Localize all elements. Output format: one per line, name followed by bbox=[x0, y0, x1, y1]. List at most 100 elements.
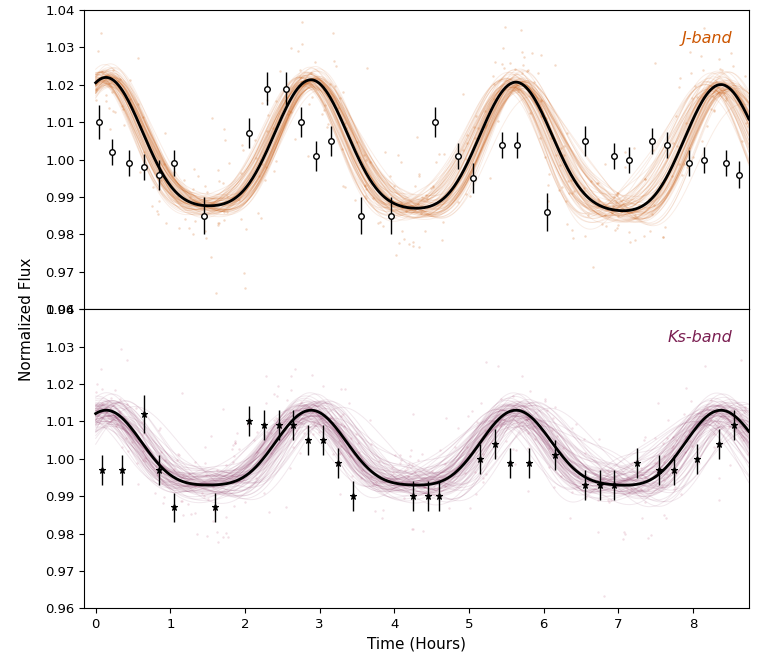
Point bbox=[542, 196, 554, 206]
Point bbox=[634, 200, 646, 210]
Point bbox=[593, 434, 605, 445]
Point bbox=[646, 209, 658, 219]
Point bbox=[638, 174, 650, 185]
Point bbox=[642, 532, 654, 543]
Point bbox=[461, 130, 473, 140]
Point bbox=[137, 446, 149, 457]
Point bbox=[516, 60, 528, 70]
Point bbox=[739, 404, 751, 415]
Point bbox=[488, 79, 500, 90]
Point bbox=[114, 344, 127, 354]
Point bbox=[452, 423, 465, 434]
Point bbox=[498, 63, 510, 73]
Point bbox=[339, 384, 351, 394]
Point bbox=[429, 157, 442, 168]
Point bbox=[540, 112, 552, 123]
Point bbox=[250, 152, 262, 163]
Point bbox=[333, 92, 346, 103]
Point bbox=[242, 420, 254, 430]
Point bbox=[673, 143, 685, 154]
Point bbox=[336, 86, 349, 97]
Point bbox=[274, 66, 286, 76]
Point bbox=[720, 95, 732, 106]
Point bbox=[290, 364, 302, 374]
Point bbox=[743, 121, 755, 132]
Point bbox=[221, 206, 233, 217]
Point bbox=[485, 424, 497, 434]
Point bbox=[403, 458, 415, 469]
Point bbox=[94, 364, 107, 375]
Point bbox=[605, 205, 617, 216]
Point bbox=[406, 445, 418, 456]
Point bbox=[723, 460, 736, 470]
Point bbox=[364, 415, 376, 426]
Point bbox=[394, 458, 406, 468]
Point bbox=[229, 438, 241, 448]
Point bbox=[251, 447, 263, 458]
Point bbox=[343, 398, 355, 409]
Point bbox=[627, 142, 640, 153]
Point bbox=[660, 432, 673, 443]
Point bbox=[518, 51, 531, 62]
Point bbox=[475, 398, 488, 408]
Point bbox=[588, 262, 600, 273]
Point bbox=[739, 70, 751, 81]
Point bbox=[464, 503, 476, 513]
Point bbox=[468, 122, 480, 132]
Point bbox=[478, 106, 491, 117]
Point bbox=[684, 68, 697, 78]
Point bbox=[366, 438, 378, 449]
Point bbox=[495, 420, 507, 430]
Point bbox=[549, 59, 561, 70]
Point bbox=[657, 232, 669, 243]
Point bbox=[612, 188, 624, 198]
Point bbox=[200, 232, 212, 243]
Point bbox=[228, 450, 240, 461]
Point bbox=[131, 53, 144, 63]
Point bbox=[118, 120, 130, 130]
Point bbox=[396, 225, 409, 236]
Point bbox=[365, 471, 377, 482]
Point bbox=[207, 515, 219, 526]
Point bbox=[353, 447, 365, 458]
Point bbox=[240, 497, 252, 507]
Point bbox=[90, 84, 102, 94]
Point bbox=[667, 432, 679, 442]
Point bbox=[198, 442, 210, 453]
Point bbox=[698, 413, 710, 424]
Point bbox=[717, 65, 729, 75]
Point bbox=[138, 456, 151, 467]
Point bbox=[388, 180, 400, 191]
Point bbox=[579, 448, 591, 459]
Point bbox=[197, 192, 210, 203]
Point bbox=[440, 413, 452, 424]
Point bbox=[571, 470, 584, 481]
Point bbox=[309, 57, 321, 67]
Point bbox=[355, 473, 367, 483]
Point bbox=[600, 221, 612, 231]
Point bbox=[413, 241, 425, 252]
Point bbox=[670, 141, 683, 152]
Point bbox=[673, 82, 685, 92]
Point bbox=[644, 530, 657, 541]
Point bbox=[131, 99, 144, 110]
Point bbox=[202, 493, 214, 504]
Point bbox=[220, 460, 232, 470]
Point bbox=[190, 529, 203, 539]
Point bbox=[412, 455, 425, 465]
Point bbox=[136, 417, 148, 428]
Point bbox=[624, 236, 637, 247]
Point bbox=[507, 444, 519, 454]
Point bbox=[396, 203, 409, 213]
Point bbox=[116, 442, 128, 452]
Point bbox=[351, 137, 363, 148]
Point bbox=[425, 183, 437, 194]
Point bbox=[516, 370, 528, 381]
Point bbox=[400, 205, 412, 216]
Point bbox=[591, 178, 604, 188]
Point bbox=[621, 473, 634, 483]
Point bbox=[220, 512, 233, 523]
Point bbox=[598, 591, 611, 601]
Point bbox=[418, 481, 430, 492]
Point bbox=[101, 95, 113, 106]
